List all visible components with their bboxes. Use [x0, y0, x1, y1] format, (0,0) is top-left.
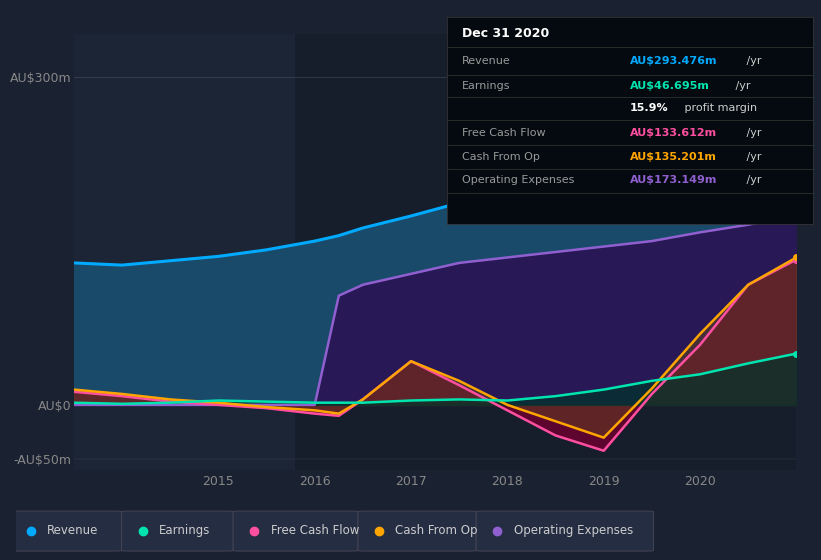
Text: Revenue: Revenue: [462, 57, 511, 66]
FancyBboxPatch shape: [233, 511, 358, 551]
FancyBboxPatch shape: [10, 511, 122, 551]
Text: Dec 31 2020: Dec 31 2020: [462, 27, 549, 40]
Text: Free Cash Flow: Free Cash Flow: [462, 128, 546, 138]
Text: /yr: /yr: [743, 152, 761, 162]
FancyBboxPatch shape: [122, 511, 233, 551]
Text: /yr: /yr: [743, 57, 761, 66]
Text: AU$133.612m: AU$133.612m: [631, 128, 718, 138]
Text: Cash From Op: Cash From Op: [462, 152, 540, 162]
Text: AU$135.201m: AU$135.201m: [631, 152, 717, 162]
Text: Earnings: Earnings: [159, 524, 210, 537]
Text: 15.9%: 15.9%: [631, 104, 669, 113]
Text: AU$293.476m: AU$293.476m: [631, 57, 718, 66]
FancyBboxPatch shape: [476, 511, 654, 551]
Text: Revenue: Revenue: [48, 524, 99, 537]
Text: Cash From Op: Cash From Op: [396, 524, 478, 537]
Text: /yr: /yr: [743, 128, 761, 138]
FancyBboxPatch shape: [358, 511, 476, 551]
Text: AU$173.149m: AU$173.149m: [631, 175, 718, 185]
Text: Operating Expenses: Operating Expenses: [514, 524, 633, 537]
Text: Free Cash Flow: Free Cash Flow: [271, 524, 359, 537]
Text: Earnings: Earnings: [462, 81, 511, 91]
Text: AU$46.695m: AU$46.695m: [631, 81, 710, 91]
Text: profit margin: profit margin: [681, 104, 758, 113]
Text: Operating Expenses: Operating Expenses: [462, 175, 575, 185]
Bar: [296, 34, 796, 470]
Text: /yr: /yr: [743, 175, 761, 185]
Text: /yr: /yr: [732, 81, 751, 91]
